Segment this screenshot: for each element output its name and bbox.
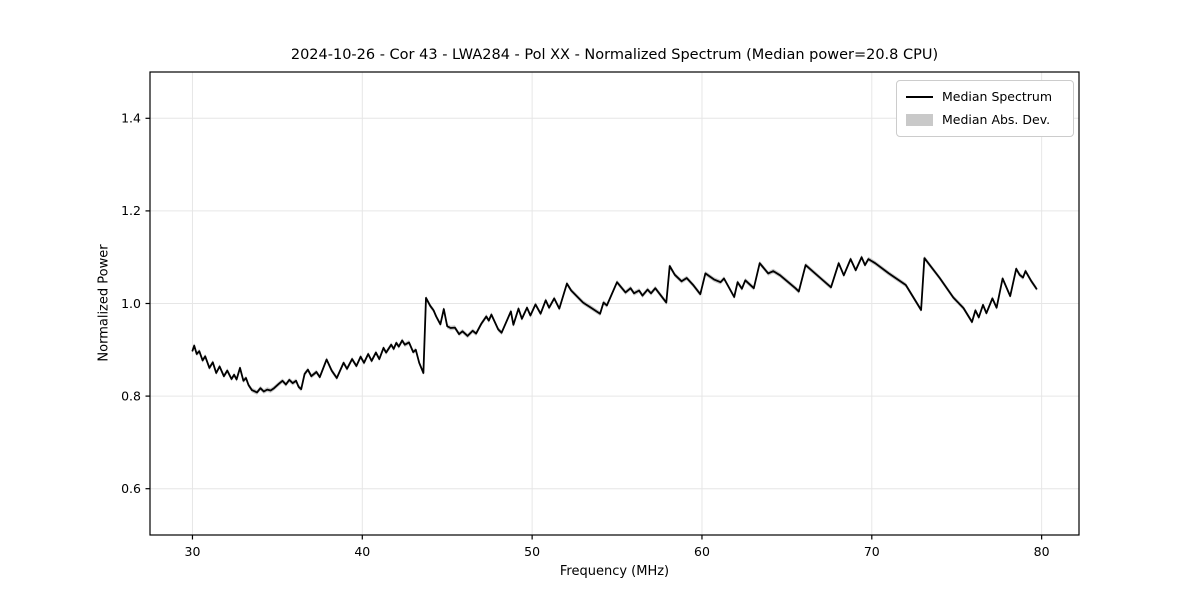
legend-item-median-abs-dev: Median Abs. Dev. <box>906 112 1063 127</box>
y-tick-label: 1.4 <box>121 111 141 126</box>
line-swatch-icon <box>906 95 933 98</box>
y-tick-label: 0.8 <box>121 388 141 403</box>
x-tick-label: 60 <box>694 544 710 559</box>
chart-title: 2024-10-26 - Cor 43 - LWA284 - Pol XX - … <box>290 47 939 63</box>
legend-label: Median Spectrum <box>942 89 1053 104</box>
mad-band <box>192 254 1037 395</box>
x-axis-label: Frequency (MHz) <box>559 564 670 579</box>
x-tick-label: 40 <box>354 544 370 559</box>
legend-label: Median Abs. Dev. <box>942 112 1051 127</box>
spectrum-line <box>191 256 1038 394</box>
y-tick-label: 1.2 <box>121 203 141 218</box>
legend: Median Spectrum Median Abs. Dev. <box>896 80 1074 137</box>
patch-swatch-icon <box>906 113 933 126</box>
x-tick-label: 30 <box>185 544 201 559</box>
x-tick-label: 50 <box>524 544 540 559</box>
legend-item-median-spectrum: Median Spectrum <box>906 89 1063 104</box>
x-tick-label: 70 <box>864 544 880 559</box>
x-tick-label: 80 <box>1034 544 1050 559</box>
y-tick-label: 1.0 <box>121 296 141 311</box>
y-tick-label: 0.6 <box>121 481 141 496</box>
